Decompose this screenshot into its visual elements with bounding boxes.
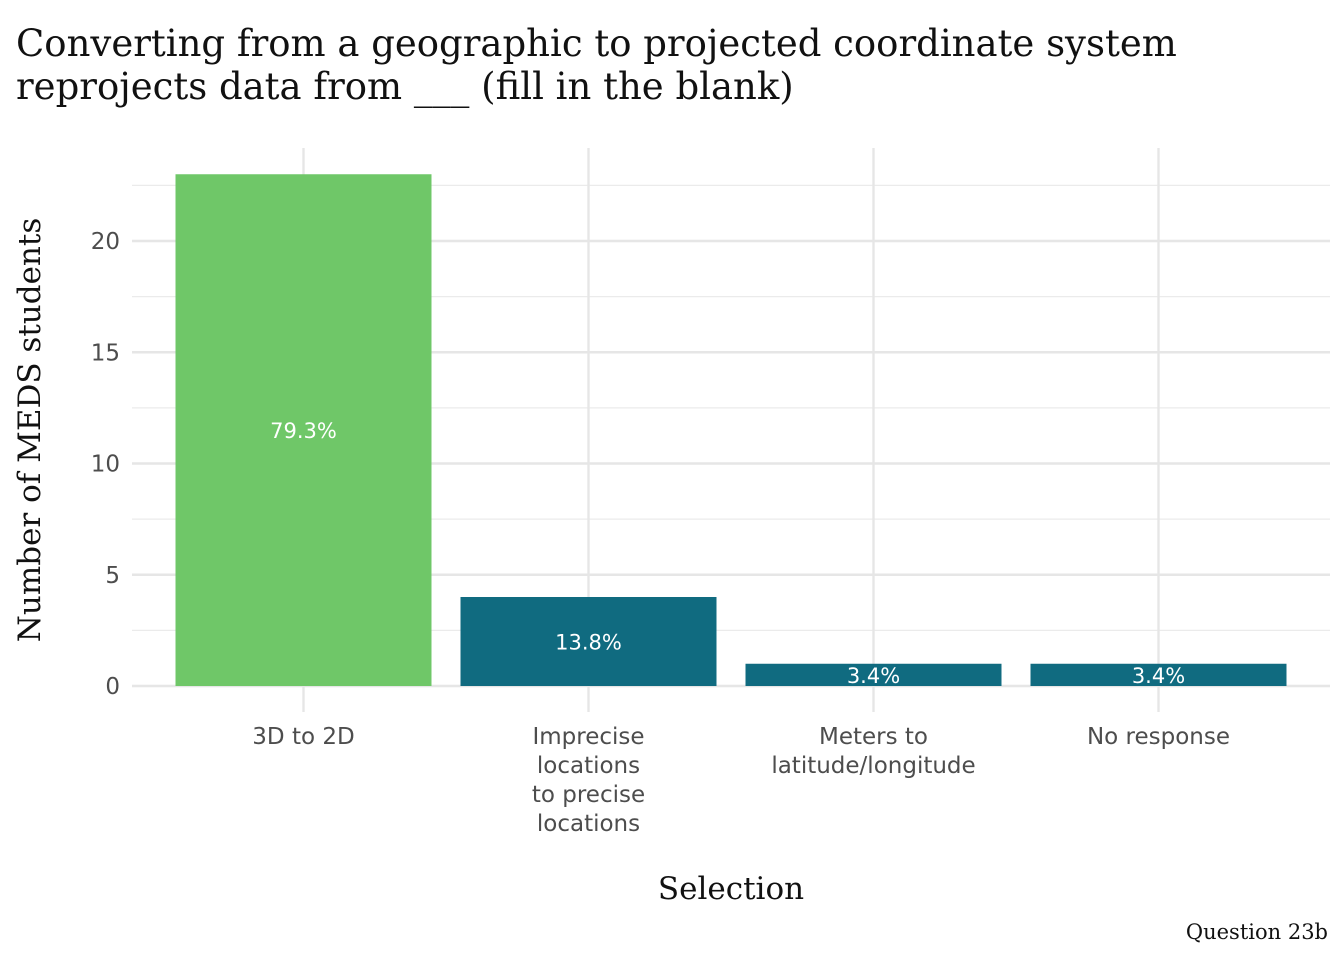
bar-percent-label: 13.8% <box>555 631 622 655</box>
bar <box>745 663 1002 686</box>
y-tick-label: 10 <box>91 452 120 478</box>
x-tick-label: Meters to latitude/longitude <box>771 724 975 779</box>
bar-labels: 79.3% 13.8% 3.4% 3.4% <box>270 419 1185 688</box>
chart-title: Converting from a geographic to projecte… <box>16 22 1177 108</box>
x-tick-label: No response <box>1087 724 1230 750</box>
bar-percent-label: 79.3% <box>270 419 337 443</box>
caption: Question 23b <box>1186 920 1328 944</box>
bar-percent-label: 3.4% <box>847 664 900 688</box>
y-tick-label: 0 <box>105 674 120 700</box>
x-tick-label: Imprecise locations to precise locations <box>532 724 645 837</box>
y-axis-title: Number of MEDS students <box>12 218 48 643</box>
bar <box>460 597 717 686</box>
bar <box>175 174 432 686</box>
x-axis-ticks: 3D to 2D Imprecise locations to precise loca… <box>252 724 1230 837</box>
bar-percent-label: 3.4% <box>1132 664 1185 688</box>
x-tick-label: 3D to 2D <box>252 724 354 750</box>
y-axis-ticks: 0 5 10 15 20 <box>91 229 120 700</box>
bars <box>175 174 1287 686</box>
bar <box>1030 663 1287 686</box>
y-tick-label: 5 <box>105 563 120 589</box>
x-axis-title: Selection <box>658 871 804 907</box>
y-tick-label: 15 <box>91 340 120 366</box>
y-tick-label: 20 <box>91 229 120 255</box>
